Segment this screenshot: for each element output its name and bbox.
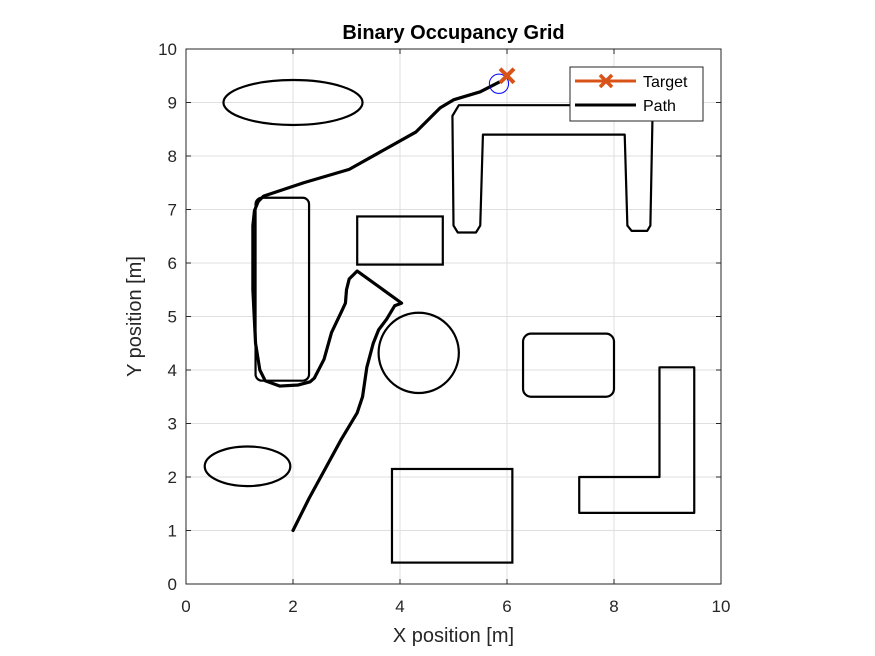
obstacle-polygon — [578, 366, 696, 514]
chart-title: Binary Occupancy Grid — [342, 22, 564, 44]
legend-label-target: Target — [643, 74, 688, 91]
y-tick-label: 10 — [158, 40, 177, 59]
obstacle-rectangle — [356, 215, 444, 266]
y-tick-label: 5 — [168, 308, 177, 327]
obstacle-ellipse — [203, 445, 292, 488]
plot-area: 0 2 4 6 8 10 0 1 2 3 4 5 6 7 8 9 10 — [158, 40, 730, 616]
y-axis-label: Y position [m] — [124, 256, 146, 377]
x-tick-label: 2 — [288, 597, 297, 616]
obstacle-circle — [377, 311, 460, 395]
path-layer — [251, 67, 516, 533]
legend: Target Path — [569, 66, 704, 122]
y-tick-label: 2 — [168, 468, 177, 487]
x-axis-label: X position [m] — [393, 625, 514, 647]
legend-box — [569, 66, 704, 122]
x-tick-label: 0 — [181, 597, 190, 616]
obstacles — [203, 78, 696, 564]
x-tick-label: 4 — [395, 597, 404, 616]
x-tick-label: 8 — [609, 597, 618, 616]
y-tick-label: 1 — [168, 522, 177, 541]
obstacle-ellipse — [222, 78, 364, 127]
legend-target-marker — [598, 73, 614, 89]
axis-ticks: 0 2 4 6 8 10 0 1 2 3 4 5 6 7 8 9 10 — [158, 40, 730, 616]
robot-circle — [488, 73, 510, 94]
y-tick-label: 9 — [168, 94, 177, 113]
y-tick-label: 7 — [168, 201, 177, 220]
y-tick-label: 3 — [168, 415, 177, 434]
obstacle-polygon — [451, 104, 654, 234]
obstacle-rectangle — [390, 467, 514, 564]
target-marker — [498, 67, 516, 85]
y-tick-label: 6 — [168, 254, 177, 273]
x-tick-label: 6 — [502, 597, 511, 616]
legend-label-path: Path — [643, 98, 676, 115]
x-tick-label: 10 — [712, 597, 731, 616]
obstacle-rectangle — [521, 332, 616, 398]
y-tick-label: 0 — [168, 575, 177, 594]
y-tick-label: 4 — [168, 361, 177, 380]
path-line — [251, 80, 501, 533]
y-tick-label: 8 — [168, 147, 177, 166]
obstacle-rectangle — [254, 196, 311, 382]
